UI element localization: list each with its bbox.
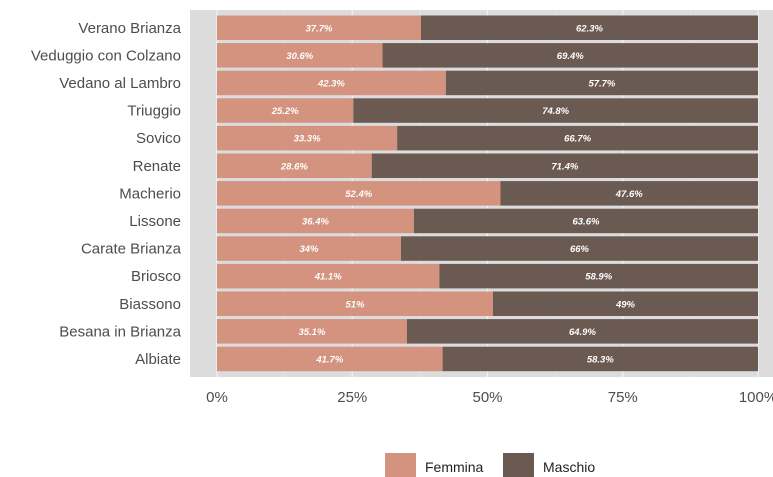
bar-maschio-2 xyxy=(445,70,758,96)
category-label: Briosco xyxy=(131,268,181,285)
bar-maschio-3 xyxy=(353,98,758,123)
bar-maschio-7 xyxy=(413,208,758,234)
data-label: 49% xyxy=(615,299,636,310)
bar-maschio-8 xyxy=(400,236,758,261)
category-label: Veduggio con Colzano xyxy=(31,47,181,64)
x-tick-label: 100% xyxy=(739,389,773,406)
category-label: Verano Brianza xyxy=(78,20,181,37)
category-labels: Verano Brianza Veduggio con Colzano Vedano… xyxy=(31,20,182,368)
data-label: 34% xyxy=(299,244,319,255)
bar-maschio-9 xyxy=(439,263,758,289)
data-label: 28.6% xyxy=(280,161,308,172)
legend-key-femmina xyxy=(385,453,416,477)
category-label: Sovico xyxy=(136,130,181,147)
bar-femmina-4 xyxy=(217,125,398,151)
bar-femmina-9 xyxy=(217,263,440,289)
data-label: 66% xyxy=(570,244,590,255)
data-label: 52.4% xyxy=(345,189,372,200)
category-label: Renate xyxy=(133,158,181,175)
x-tick-label: 50% xyxy=(472,389,502,406)
bar-femmina-3 xyxy=(217,98,354,123)
category-label: Carate Brianza xyxy=(81,241,182,258)
data-label: 35.1% xyxy=(298,327,325,338)
bar-femmina-2 xyxy=(217,70,446,96)
data-label: 33.3% xyxy=(294,134,321,145)
data-label: 30.6% xyxy=(286,51,313,62)
data-label: 41.1% xyxy=(314,272,342,283)
category-label: Biassono xyxy=(119,296,181,313)
data-label: 69.4% xyxy=(557,51,584,62)
bar-maschio-4 xyxy=(397,125,758,151)
data-label: 74.8% xyxy=(542,106,569,117)
x-tick-label: 0% xyxy=(206,389,228,406)
bar-femmina-11 xyxy=(217,319,407,344)
bar-femmina-8 xyxy=(217,236,401,261)
category-label: Besana in Brianza xyxy=(59,323,181,340)
data-label: 58.9% xyxy=(585,272,612,283)
legend-label: Maschio xyxy=(543,459,595,475)
bar-maschio-1 xyxy=(382,43,758,68)
legend-label: Femmina xyxy=(425,459,484,475)
data-label: 36.4% xyxy=(302,216,329,227)
category-label: Albiate xyxy=(135,351,181,368)
data-labels: 37.7% 62.3% 30.6% 69.4% 42.3% 57.7% 25.2% 74.8%… xyxy=(271,23,644,365)
data-label: 63.6% xyxy=(572,216,599,227)
data-label: 64.9% xyxy=(569,327,596,338)
category-label: Vedano al Lambro xyxy=(59,75,181,92)
bar-maschio-12 xyxy=(442,346,758,372)
data-label: 42.3% xyxy=(317,78,345,89)
data-label: 37.7% xyxy=(306,23,333,34)
bar-femmina-0 xyxy=(217,15,421,40)
x-tick-labels: 0% 25% 50% 75% 100% xyxy=(206,389,773,406)
bar-maschio-10 xyxy=(492,291,758,316)
bar-maschio-5 xyxy=(371,153,758,178)
x-tick-label: 25% xyxy=(337,389,367,406)
data-label: 51% xyxy=(345,299,365,310)
bar-femmina-10 xyxy=(217,291,493,316)
bar-maschio-0 xyxy=(420,15,758,40)
bar-femmina-12 xyxy=(217,346,443,372)
bar-maschio-11 xyxy=(406,319,758,344)
data-label: 66.7% xyxy=(564,134,591,145)
bar-femmina-7 xyxy=(217,208,414,234)
legend: Femmina Maschio xyxy=(385,453,595,477)
category-label: Triuggio xyxy=(127,103,181,120)
data-label: 58.3% xyxy=(587,354,614,365)
bar-femmina-6 xyxy=(217,181,501,206)
data-label: 71.4% xyxy=(551,161,578,172)
category-label: Lissone xyxy=(129,213,181,230)
data-label: 41.7% xyxy=(315,354,343,365)
data-label: 62.3% xyxy=(576,23,603,34)
legend-key-maschio xyxy=(503,453,534,477)
data-label: 47.6% xyxy=(615,189,643,200)
bar-femmina-1 xyxy=(217,43,383,68)
data-label: 25.2% xyxy=(271,106,299,117)
bar-femmina-5 xyxy=(217,153,372,178)
data-label: 57.7% xyxy=(588,78,615,89)
x-tick-label: 75% xyxy=(608,389,638,406)
bar-maschio-6 xyxy=(500,181,758,206)
category-label: Macherio xyxy=(119,185,181,202)
bars xyxy=(217,15,758,372)
